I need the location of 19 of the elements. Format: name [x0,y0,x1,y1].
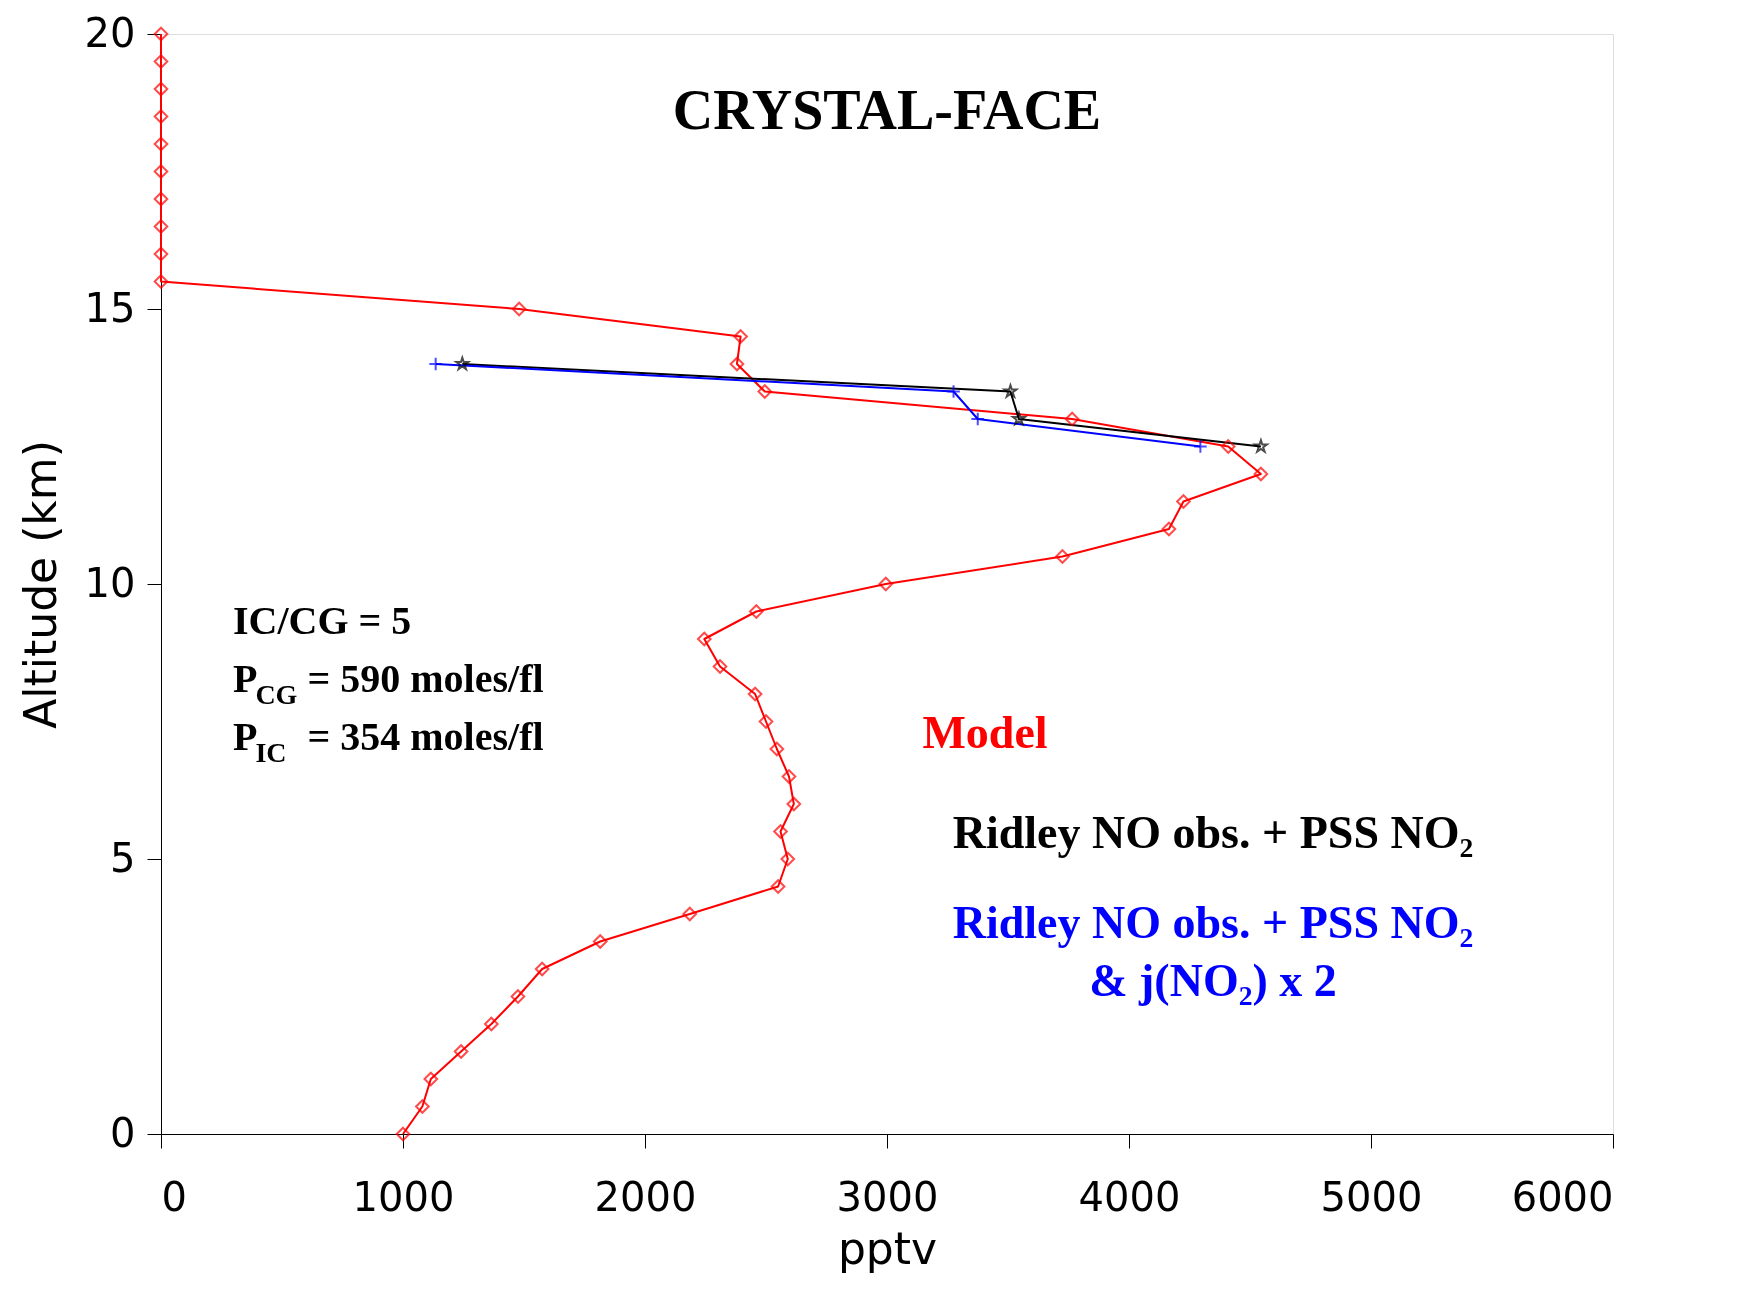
text: Ridley NO obs. + PSS NO₂ & j(NO₂) x 2 [952,897,1474,1006]
x-tick-label: 1000 [352,1173,455,1220]
x-tick-label: 6000 [1511,1173,1614,1220]
x-tick-label: 4000 [1078,1173,1181,1220]
x-tick-label: 0 [161,1173,187,1220]
x-tick-label: 2000 [594,1173,697,1220]
y-tick-label: 10 [84,559,136,606]
y-tick-label: 0 [110,1109,136,1156]
x-tick-label: 3000 [836,1173,939,1220]
text: CRYSTAL-FACE [672,79,1102,141]
x-axis-title: pptv [837,1222,938,1274]
text: Ridley NO obs. + PSS NO₂ [952,807,1474,858]
annotation: IC/CG = 5 [233,598,412,643]
x-tick-label: 5000 [1320,1173,1423,1220]
text: Model [922,707,1048,758]
y-tick-label: 20 [84,9,136,56]
y-tick-label: 5 [110,834,136,881]
y-axis-title: Altitude (km) [14,440,66,729]
y-tick-label: 15 [84,284,136,331]
